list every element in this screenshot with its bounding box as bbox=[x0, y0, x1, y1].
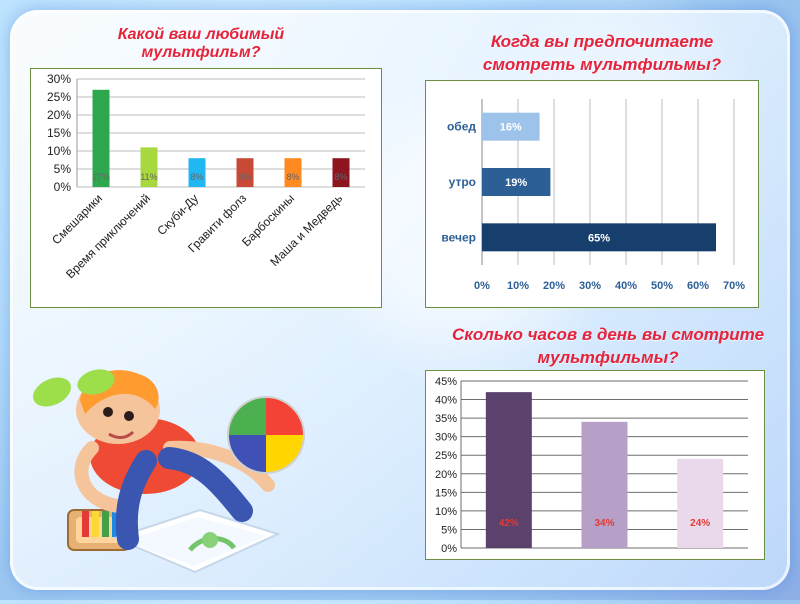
chart3-data-label: 42% bbox=[499, 518, 519, 529]
chart2-category-label: вечер bbox=[441, 230, 476, 244]
chart1-data-label: 27% bbox=[92, 172, 110, 182]
chart3-svg: 0% 5% 10% 15% 20% 25% 30% 35% 40% 45% 42% 34% 24% bbox=[435, 376, 748, 555]
chart2-category-label: обед bbox=[447, 120, 476, 134]
chart2-title: Когда вы предпочитаете смотреть мультфил… bbox=[482, 32, 722, 74]
chart1-category-label: Время приключений bbox=[63, 191, 153, 281]
chart1-y-tick-label: 20% bbox=[47, 108, 71, 122]
chart1-data-label: 11% bbox=[140, 172, 157, 182]
chart1-svg: 0%5%10%15%20%25%30%27%Смешарики11%Время … bbox=[47, 72, 365, 281]
chart2-x-tick-label: 30% bbox=[579, 280, 601, 292]
beach-ball-icon bbox=[227, 396, 305, 474]
chart2-bar bbox=[482, 223, 716, 252]
chart1-data-label: 8% bbox=[238, 172, 251, 182]
chart3-data-label: 34% bbox=[594, 518, 614, 529]
chart2-x-tick-label: 50% bbox=[651, 280, 673, 292]
chart1-bar bbox=[332, 158, 350, 187]
chart1-y-tick-label: 10% bbox=[47, 144, 71, 158]
chart2-x-tick-label: 10% bbox=[507, 280, 529, 292]
chart3-y-tick-label: 35% bbox=[435, 413, 457, 425]
chart2-x-tick-label: 40% bbox=[615, 280, 637, 292]
sketchbook-icon bbox=[112, 508, 281, 574]
chart1-data-label: 8% bbox=[190, 172, 203, 182]
chart1-bar bbox=[140, 147, 158, 187]
chart1-data-label: 8% bbox=[334, 172, 347, 182]
chart3-y-tick-label: 40% bbox=[435, 395, 457, 407]
child-illustration bbox=[20, 360, 340, 600]
chart3-y-tick-label: 0% bbox=[441, 543, 457, 555]
chart3-y-tick-label: 5% bbox=[441, 524, 457, 536]
child-icon bbox=[33, 369, 275, 550]
chart3-box: 0% 5% 10% 15% 20% 25% 30% 35% 40% 45% 42% 34% 24% bbox=[425, 370, 765, 560]
chart3-y-tick-label: 25% bbox=[435, 450, 457, 462]
chart2-data-label: 65% bbox=[588, 232, 610, 244]
chart3-y-tick-label: 10% bbox=[435, 506, 457, 518]
chart1-y-tick-label: 30% bbox=[47, 72, 71, 86]
chart1-bar bbox=[284, 158, 302, 187]
chart1-y-tick-label: 15% bbox=[47, 126, 71, 140]
chart2-data-label: 16% bbox=[500, 122, 522, 134]
chart3-data-label: 24% bbox=[690, 518, 710, 529]
chart1-y-tick-label: 25% bbox=[47, 90, 71, 104]
chart2-svg: 0% 10% 20% 30% 40% 50% 60% 70% 16% обед 19% утро 65%… bbox=[441, 99, 745, 292]
chart3-bar bbox=[581, 421, 628, 548]
chart3-bar bbox=[485, 392, 532, 548]
chart3-title: Сколько часов в день вы смотрите мультфи… bbox=[451, 325, 765, 367]
chart3-bar bbox=[677, 458, 724, 548]
chart2-category-label: утро bbox=[449, 175, 476, 189]
chart1-title: Какой ваш любимый мультфильм? bbox=[117, 26, 285, 61]
chart1-y-tick-label: 5% bbox=[54, 162, 72, 176]
chart2-bar bbox=[482, 112, 540, 141]
chart1-category-label: Скуби-Ду bbox=[154, 191, 201, 238]
chart1-bar bbox=[236, 158, 254, 187]
chart2-box: 0% 10% 20% 30% 40% 50% 60% 70% 16% обед 19% утро 65%… bbox=[425, 80, 759, 308]
chart2-data-label: 19% bbox=[505, 177, 527, 189]
chart1-box: 0% 5% 10% 15% 20% 25% 30% 27% Смешарики 11% Время … bbox=[30, 68, 382, 308]
chart3-y-tick-label: 30% bbox=[435, 432, 457, 444]
chart3-y-tick-label: 15% bbox=[435, 487, 457, 499]
chart3-y-tick-label: 20% bbox=[435, 469, 457, 481]
chart2-x-tick-label: 20% bbox=[543, 280, 565, 292]
chart2-x-tick-label: 60% bbox=[687, 280, 709, 292]
chart1-data-label: 8% bbox=[286, 172, 299, 182]
chart1-y-tick-label: 0% bbox=[54, 180, 72, 194]
chart2-x-tick-label: 70% bbox=[723, 280, 745, 292]
chart2-x-tick-label: 0% bbox=[474, 280, 490, 292]
chart1-bar bbox=[92, 89, 110, 187]
chart1-bar bbox=[188, 158, 206, 187]
chart2-bar bbox=[482, 168, 551, 196]
chart3-y-tick-label: 45% bbox=[435, 376, 457, 388]
